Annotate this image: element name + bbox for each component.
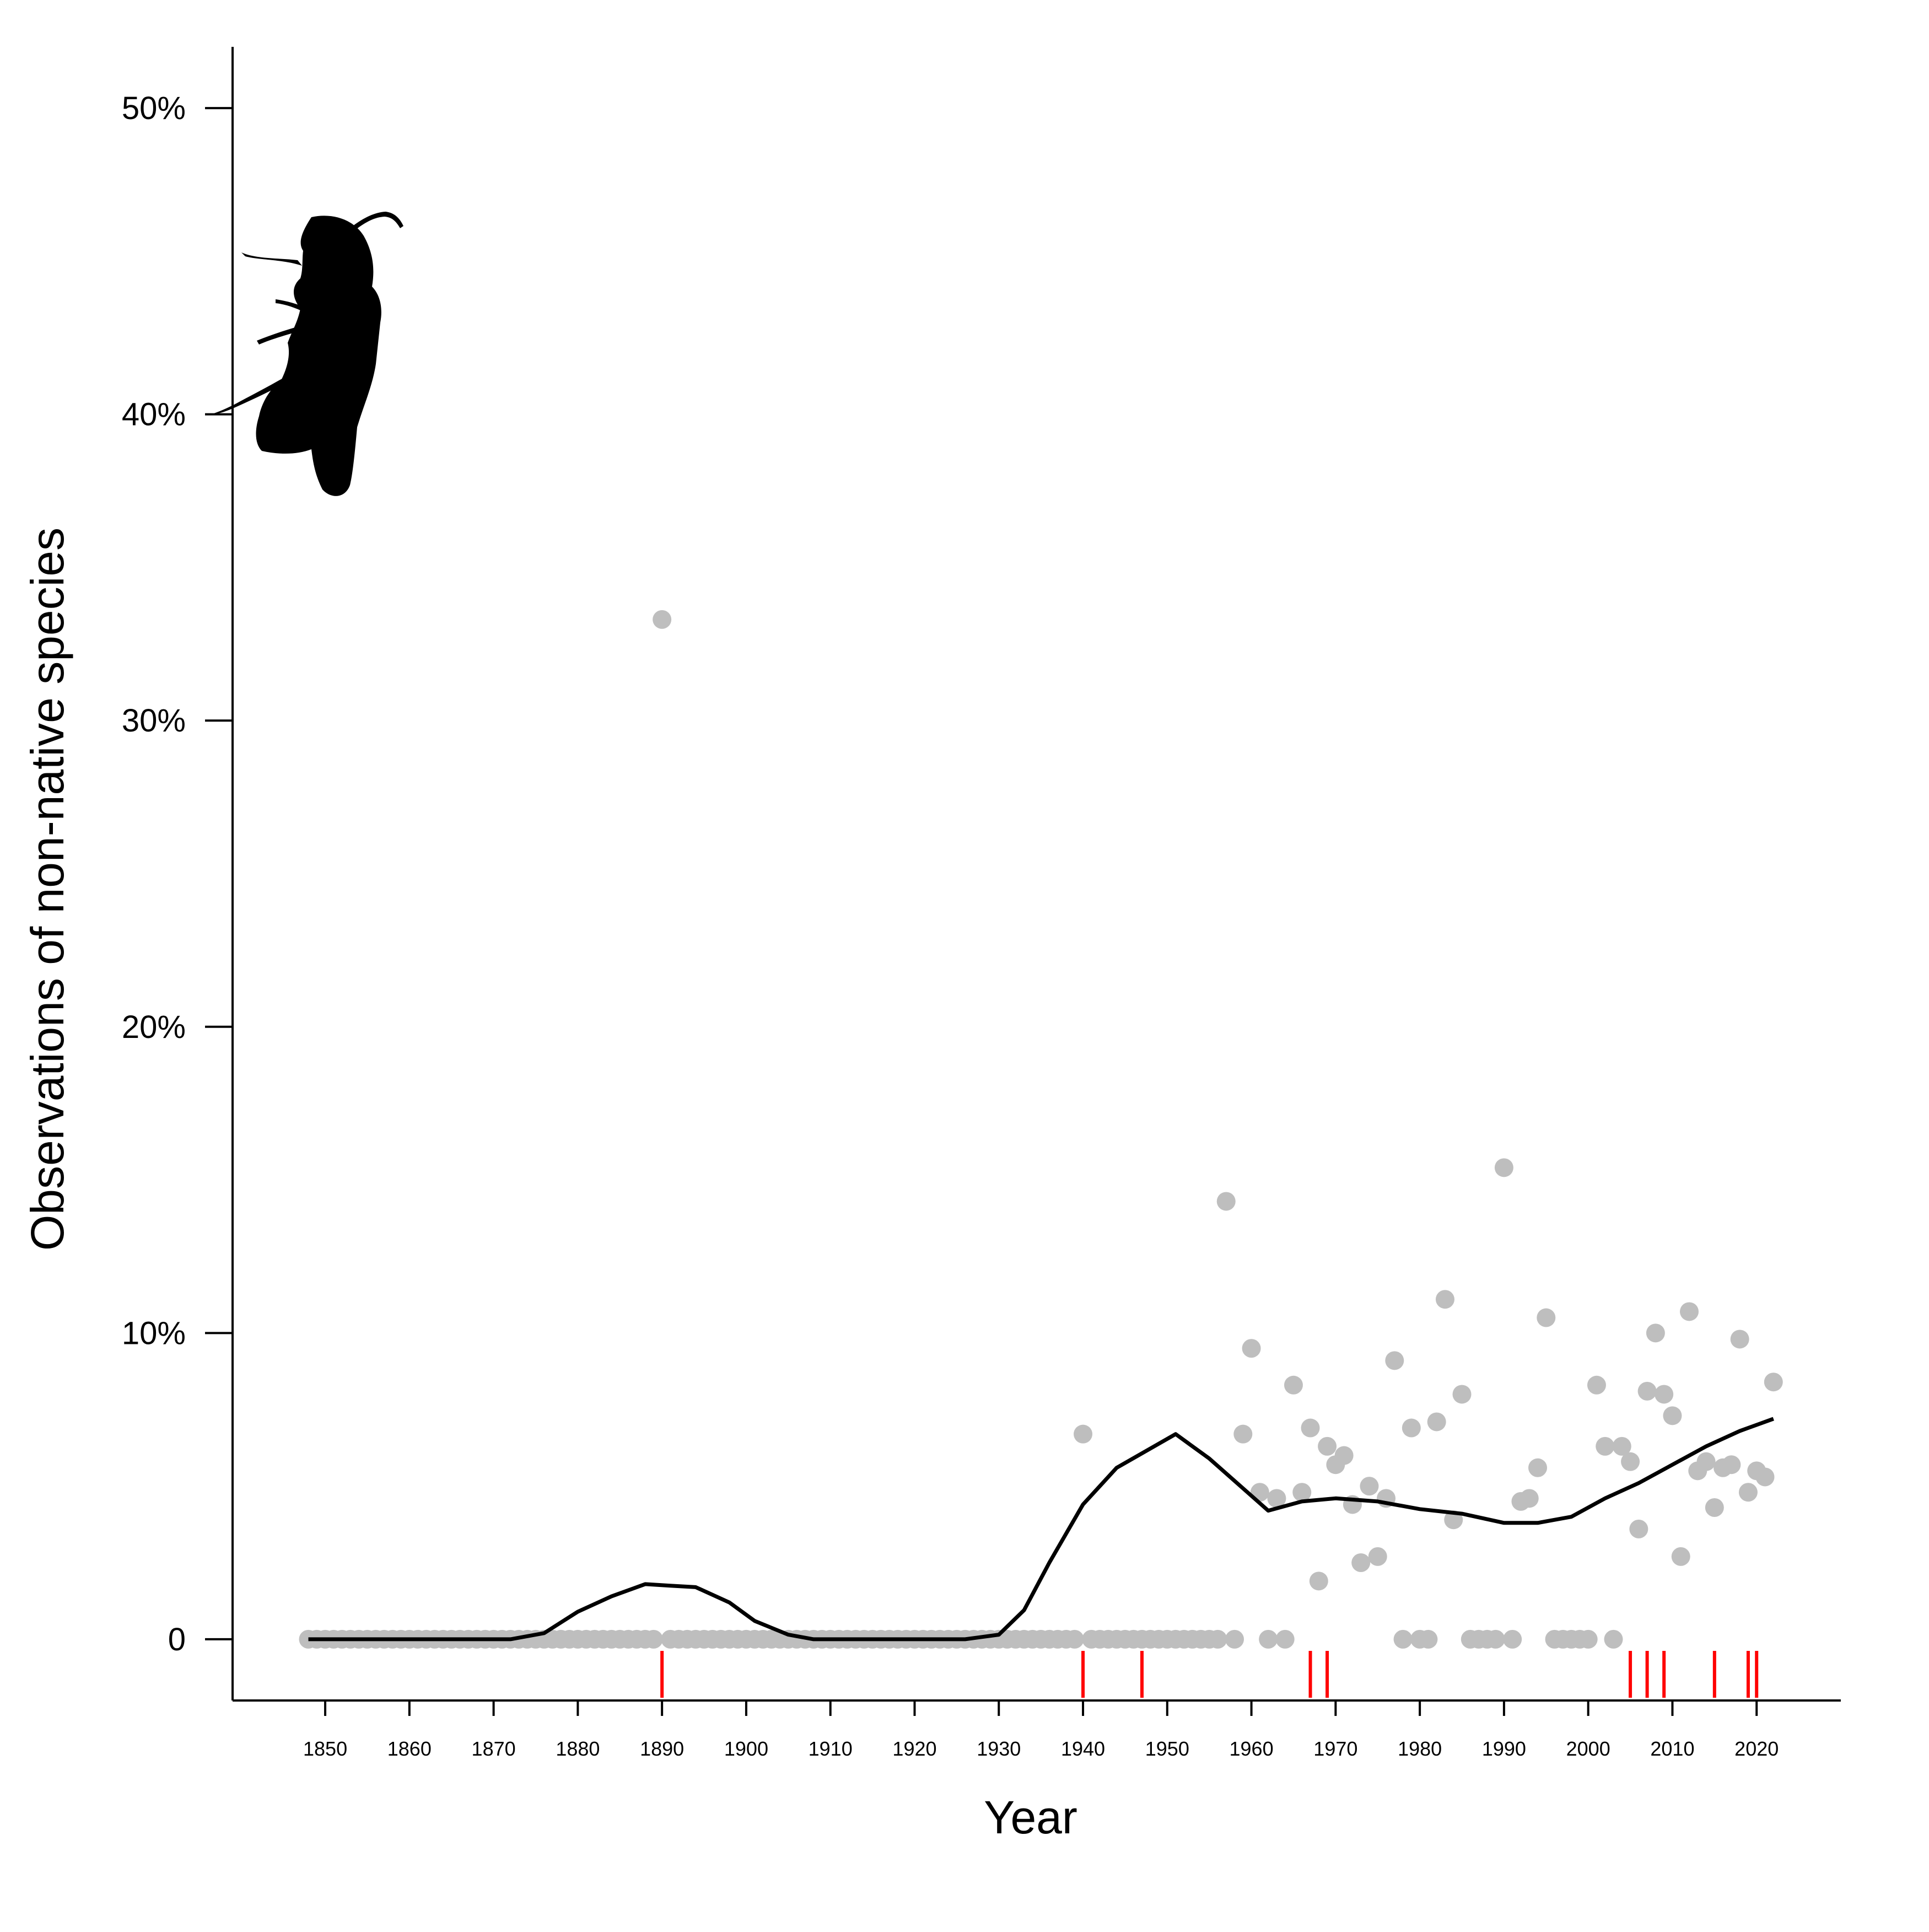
data-point	[1275, 1629, 1295, 1649]
x-tick-label: 1960	[1230, 1737, 1274, 1760]
x-tick-label: 2020	[1734, 1737, 1779, 1760]
data-point	[1528, 1458, 1548, 1477]
x-tick-label: 1850	[303, 1737, 347, 1760]
scatter-points	[299, 610, 1783, 1649]
x-tick-label: 1980	[1398, 1737, 1442, 1760]
data-point	[644, 1629, 663, 1649]
x-tick-label: 1900	[724, 1737, 768, 1760]
data-point	[1301, 1418, 1320, 1438]
data-point	[1612, 1436, 1631, 1456]
data-point	[1655, 1385, 1674, 1404]
data-point	[1578, 1629, 1598, 1649]
wasp-silhouette-icon	[214, 212, 403, 496]
data-point	[1284, 1375, 1303, 1395]
data-point	[1242, 1339, 1261, 1358]
data-point	[1419, 1629, 1438, 1649]
data-point	[1730, 1330, 1749, 1349]
y-tick-label: 50%	[122, 90, 186, 126]
x-tick-label: 1890	[640, 1737, 684, 1760]
data-point	[1216, 1192, 1236, 1211]
data-point	[1259, 1629, 1278, 1649]
data-point	[1074, 1424, 1093, 1444]
data-point	[1065, 1629, 1084, 1649]
data-point	[1435, 1290, 1454, 1309]
y-tick-label: 0	[168, 1622, 186, 1657]
data-point	[1225, 1629, 1244, 1649]
data-point	[1233, 1424, 1253, 1444]
y-tick-label: 20%	[122, 1009, 186, 1045]
data-point	[1427, 1412, 1446, 1431]
data-point	[1318, 1436, 1337, 1456]
y-ticks: 0 10% 20% 30% 40% 50%	[122, 90, 233, 1657]
rug-marks	[660, 1651, 1759, 1698]
data-point	[1738, 1483, 1758, 1502]
data-point	[1494, 1158, 1513, 1177]
data-point	[1696, 1452, 1716, 1471]
data-point	[1663, 1406, 1682, 1425]
data-point	[653, 610, 672, 629]
data-point	[1503, 1629, 1522, 1649]
data-point	[1722, 1455, 1741, 1474]
x-tick-label: 1860	[387, 1737, 432, 1760]
data-point	[1755, 1467, 1775, 1487]
x-tick-label: 1950	[1145, 1737, 1189, 1760]
data-point	[1360, 1477, 1379, 1496]
x-tick-label: 1940	[1061, 1737, 1105, 1760]
y-tick-label: 10%	[122, 1315, 186, 1351]
trend-line	[308, 1417, 1774, 1642]
data-point	[1267, 1489, 1286, 1508]
x-tick-label: 1920	[892, 1737, 936, 1760]
data-point	[1208, 1629, 1227, 1649]
data-point	[1309, 1572, 1328, 1591]
data-point	[1680, 1302, 1699, 1321]
x-axis-title: Year	[984, 1791, 1077, 1843]
x-tick-label: 1880	[556, 1737, 600, 1760]
x-ticks: 1850 1860 1870 1880 1890 1900 1910 1920 1930 1940…	[303, 1700, 1779, 1760]
x-tick-label: 1910	[809, 1737, 853, 1760]
x-tick-label: 2010	[1650, 1737, 1694, 1760]
data-point	[1402, 1418, 1421, 1438]
data-point	[1621, 1452, 1640, 1471]
data-point	[1334, 1446, 1354, 1465]
trend-line-group	[308, 1417, 1774, 1642]
data-point	[1596, 1436, 1615, 1456]
x-tick-label: 2000	[1566, 1737, 1610, 1760]
y-tick-label: 40%	[122, 397, 186, 433]
data-point	[1385, 1351, 1404, 1370]
y-tick-label: 30%	[122, 703, 186, 739]
data-point	[1393, 1629, 1413, 1649]
data-point	[1629, 1519, 1648, 1538]
data-point	[1452, 1385, 1472, 1404]
data-point	[1646, 1323, 1665, 1343]
x-tick-label: 1970	[1313, 1737, 1357, 1760]
x-tick-label: 1930	[977, 1737, 1021, 1760]
y-axis-title: Observations of non-native species	[21, 528, 73, 1251]
data-point	[1671, 1547, 1690, 1566]
x-tick-label: 1870	[472, 1737, 516, 1760]
data-point	[1705, 1498, 1724, 1517]
data-point	[1604, 1629, 1623, 1649]
data-point	[1637, 1381, 1657, 1401]
data-point	[1587, 1375, 1606, 1395]
data-point	[1520, 1489, 1539, 1508]
data-point	[1537, 1308, 1556, 1327]
data-point	[1351, 1553, 1371, 1572]
axes	[231, 47, 1841, 1702]
data-point	[1368, 1547, 1387, 1566]
data-point	[1764, 1373, 1783, 1392]
data-point	[1486, 1629, 1505, 1649]
data-point	[1292, 1483, 1312, 1502]
x-tick-label: 1990	[1482, 1737, 1526, 1760]
